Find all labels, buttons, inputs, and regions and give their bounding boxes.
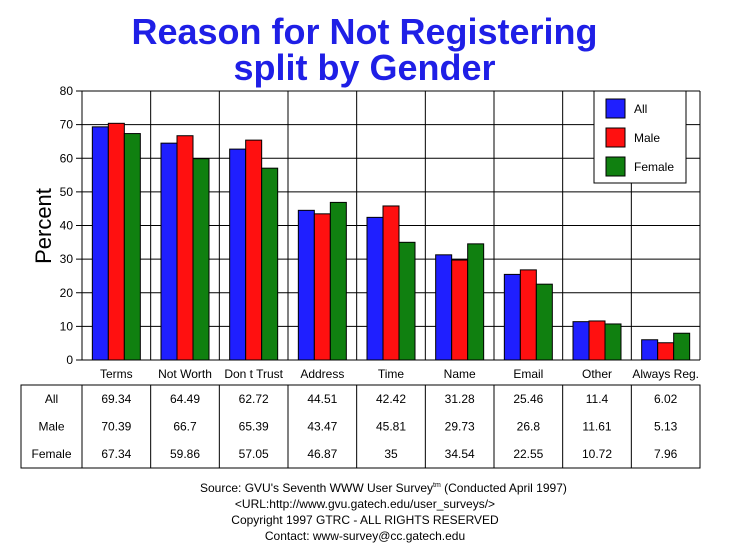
table-cell: 5.13 — [654, 420, 678, 434]
contact-text: Contact: www-survey@cc.gatech.edu — [264, 529, 466, 543]
x-tick-label: Time — [378, 367, 405, 381]
bar-all — [435, 254, 453, 361]
x-tick-label: Other — [582, 367, 612, 381]
table-cell: 59.86 — [170, 447, 200, 461]
table-cell: 34.54 — [445, 447, 475, 461]
bar-all — [297, 209, 315, 361]
legend-label: Male — [634, 131, 660, 145]
bar-all — [160, 142, 178, 361]
bar-male — [451, 259, 469, 361]
table-cell: 42.42 — [376, 392, 406, 406]
legend-swatch — [605, 98, 626, 119]
table-cell: 11.4 — [586, 392, 609, 406]
table-cell: 43.47 — [307, 420, 337, 434]
table-cell: 62.72 — [239, 392, 269, 406]
legend-label: All — [634, 102, 647, 116]
bar-male — [245, 139, 263, 361]
legend-swatch — [605, 156, 626, 177]
bar-female — [535, 283, 553, 361]
table-cell: 64.49 — [170, 392, 200, 406]
y-tick-label: 70 — [60, 118, 74, 132]
copyright-text: Copyright 1997 GTRC - ALL RIGHTS RESERVE… — [231, 513, 499, 527]
legend-label: Female — [634, 160, 674, 174]
bar-all — [503, 273, 521, 361]
bar-chart: 0 10 20 30 40 50 60 70 80 Percent Terms Not Worth Do… — [20, 84, 701, 469]
table-cell: 70.39 — [101, 420, 131, 434]
bar-all — [366, 216, 384, 361]
bar-all — [641, 339, 659, 361]
table-cell: 22.55 — [513, 447, 543, 461]
table-cell: 11.61 — [582, 420, 611, 434]
data-table-border — [20, 384, 701, 469]
table-cell: 66.7 — [173, 420, 197, 434]
x-tick-label: Address — [300, 367, 344, 381]
bar-all — [572, 321, 590, 361]
bar-male — [588, 320, 606, 361]
y-tick-label: 50 — [60, 185, 74, 199]
bar-male — [382, 205, 400, 361]
table-cell: 35 — [384, 447, 398, 461]
chart-title-line-2: split by Gender — [233, 47, 496, 88]
x-tick-label: Name — [444, 367, 476, 381]
bar-male — [519, 269, 537, 361]
x-tick-label: Don t Trust — [224, 367, 283, 381]
bar-female — [398, 241, 416, 361]
table-cell: 26.8 — [517, 420, 541, 434]
x-tick-label: Terms — [100, 367, 133, 381]
table-cell: 65.39 — [239, 420, 269, 434]
table-row-label: Male — [38, 420, 64, 434]
bar-female — [467, 243, 485, 361]
bar-female — [604, 323, 622, 361]
table-cell: 29.73 — [445, 420, 475, 434]
bar-male — [107, 122, 125, 361]
bar-all — [229, 148, 247, 361]
y-tick-label: 40 — [60, 219, 74, 233]
bar-all — [91, 126, 109, 361]
bar-male — [176, 135, 194, 361]
y-tick-label: 0 — [66, 353, 73, 367]
table-cell: 44.51 — [307, 392, 337, 406]
chart-title-line-1: Reason for Not Registering — [131, 11, 598, 52]
table-cell: 10.72 — [582, 447, 612, 461]
y-tick-label: 20 — [60, 286, 74, 300]
bar-male — [657, 342, 675, 361]
legend-swatch — [605, 127, 626, 148]
x-tick-label: Email — [513, 367, 543, 381]
bar-female — [673, 332, 691, 361]
source-note: Source: GVU's Seventh WWW User Surveytm … — [200, 478, 567, 544]
table-cell: 67.34 — [101, 447, 131, 461]
table-cell: 45.81 — [376, 420, 406, 434]
table-cell: 25.46 — [513, 392, 543, 406]
bar-female — [329, 201, 347, 361]
y-tick-label: 10 — [60, 319, 74, 333]
bar-male — [313, 213, 331, 361]
table-cell: 69.34 — [101, 392, 131, 406]
table-cell: 31.28 — [445, 392, 475, 406]
table-cell: 46.87 — [307, 447, 337, 461]
table-row-label: All — [45, 392, 58, 406]
y-tick-label: 60 — [60, 151, 74, 165]
source-url[interactable]: <URL:http://www.gvu.gatech.edu/user_surv… — [234, 497, 496, 511]
table-cell: 7.96 — [654, 447, 678, 461]
y-tick-label: 80 — [60, 84, 74, 98]
x-tick-label: Always Reg. — [632, 367, 699, 381]
table-row-label: Female — [31, 447, 71, 461]
table-cell: 57.05 — [239, 447, 269, 461]
y-tick-label: 30 — [60, 252, 74, 266]
bar-female — [192, 158, 210, 361]
y-axis-label: Percent — [31, 188, 56, 264]
source-line-1: Source: GVU's Seventh WWW User Surveytm … — [200, 481, 567, 495]
table-cell: 6.02 — [654, 392, 678, 406]
bar-female — [123, 133, 141, 361]
bar-female — [261, 167, 279, 361]
x-tick-label: Not Worth — [158, 367, 212, 381]
